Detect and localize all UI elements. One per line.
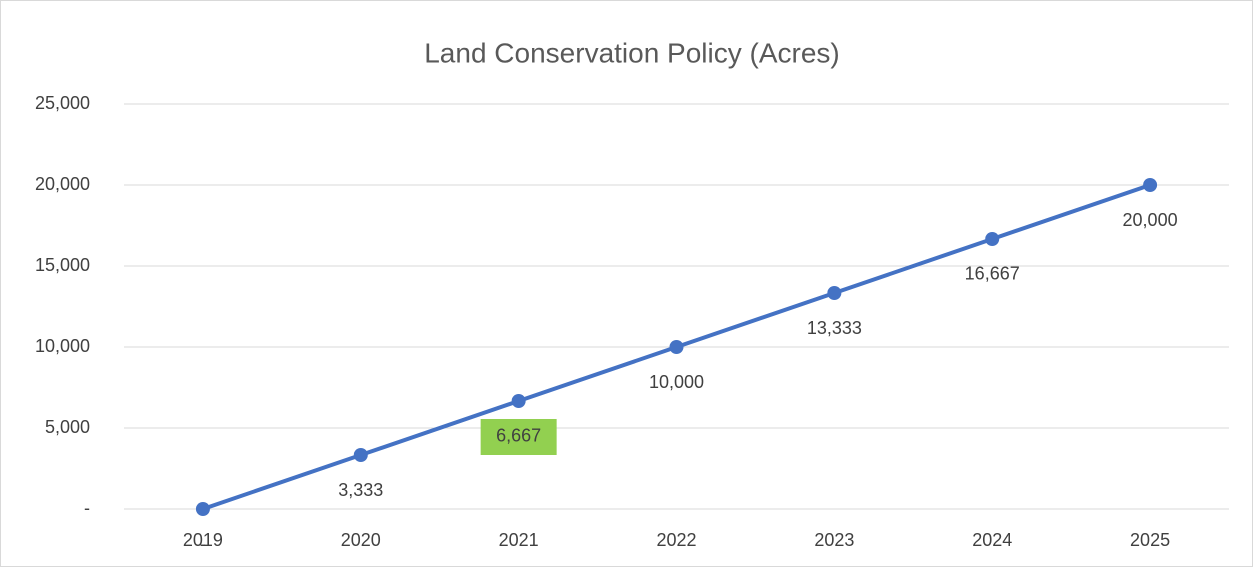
label-highlight: [480, 418, 557, 455]
point: [195, 502, 210, 516]
data-label: 13,333: [807, 318, 862, 338]
x-tick-label: 2024: [972, 530, 1012, 550]
data-label: 6,667: [496, 426, 541, 446]
point: [353, 448, 368, 463]
y-tick-label: 20,000: [35, 174, 90, 194]
chart-title: Land Conservation Policy (Acres): [424, 37, 840, 68]
point: [669, 340, 684, 354]
x-tick-label: 2025: [1130, 530, 1170, 550]
y-tick-label: 5,000: [45, 417, 90, 437]
point: [985, 231, 1000, 246]
x-tick-label: 2020: [341, 530, 381, 550]
data-label: 10,000: [649, 372, 704, 392]
data-label: 20,000: [1123, 210, 1178, 230]
data-label: -: [200, 534, 206, 554]
x-tick-label: 2021: [499, 530, 539, 550]
data-label: 3,333: [338, 480, 383, 500]
x-tick-label: 2022: [656, 530, 696, 550]
y-tick-label: 25,000: [35, 93, 90, 113]
x-tick-label: 2019: [183, 530, 223, 550]
y-tick-label: 10,000: [35, 336, 90, 356]
data-label: 16,667: [965, 264, 1020, 284]
point: [1143, 178, 1158, 192]
y-tick-label: 15,000: [35, 255, 90, 275]
y-tick-label: -: [84, 498, 90, 518]
x-tick-label: 2023: [814, 530, 854, 550]
point: [511, 393, 526, 408]
point: [827, 286, 842, 301]
